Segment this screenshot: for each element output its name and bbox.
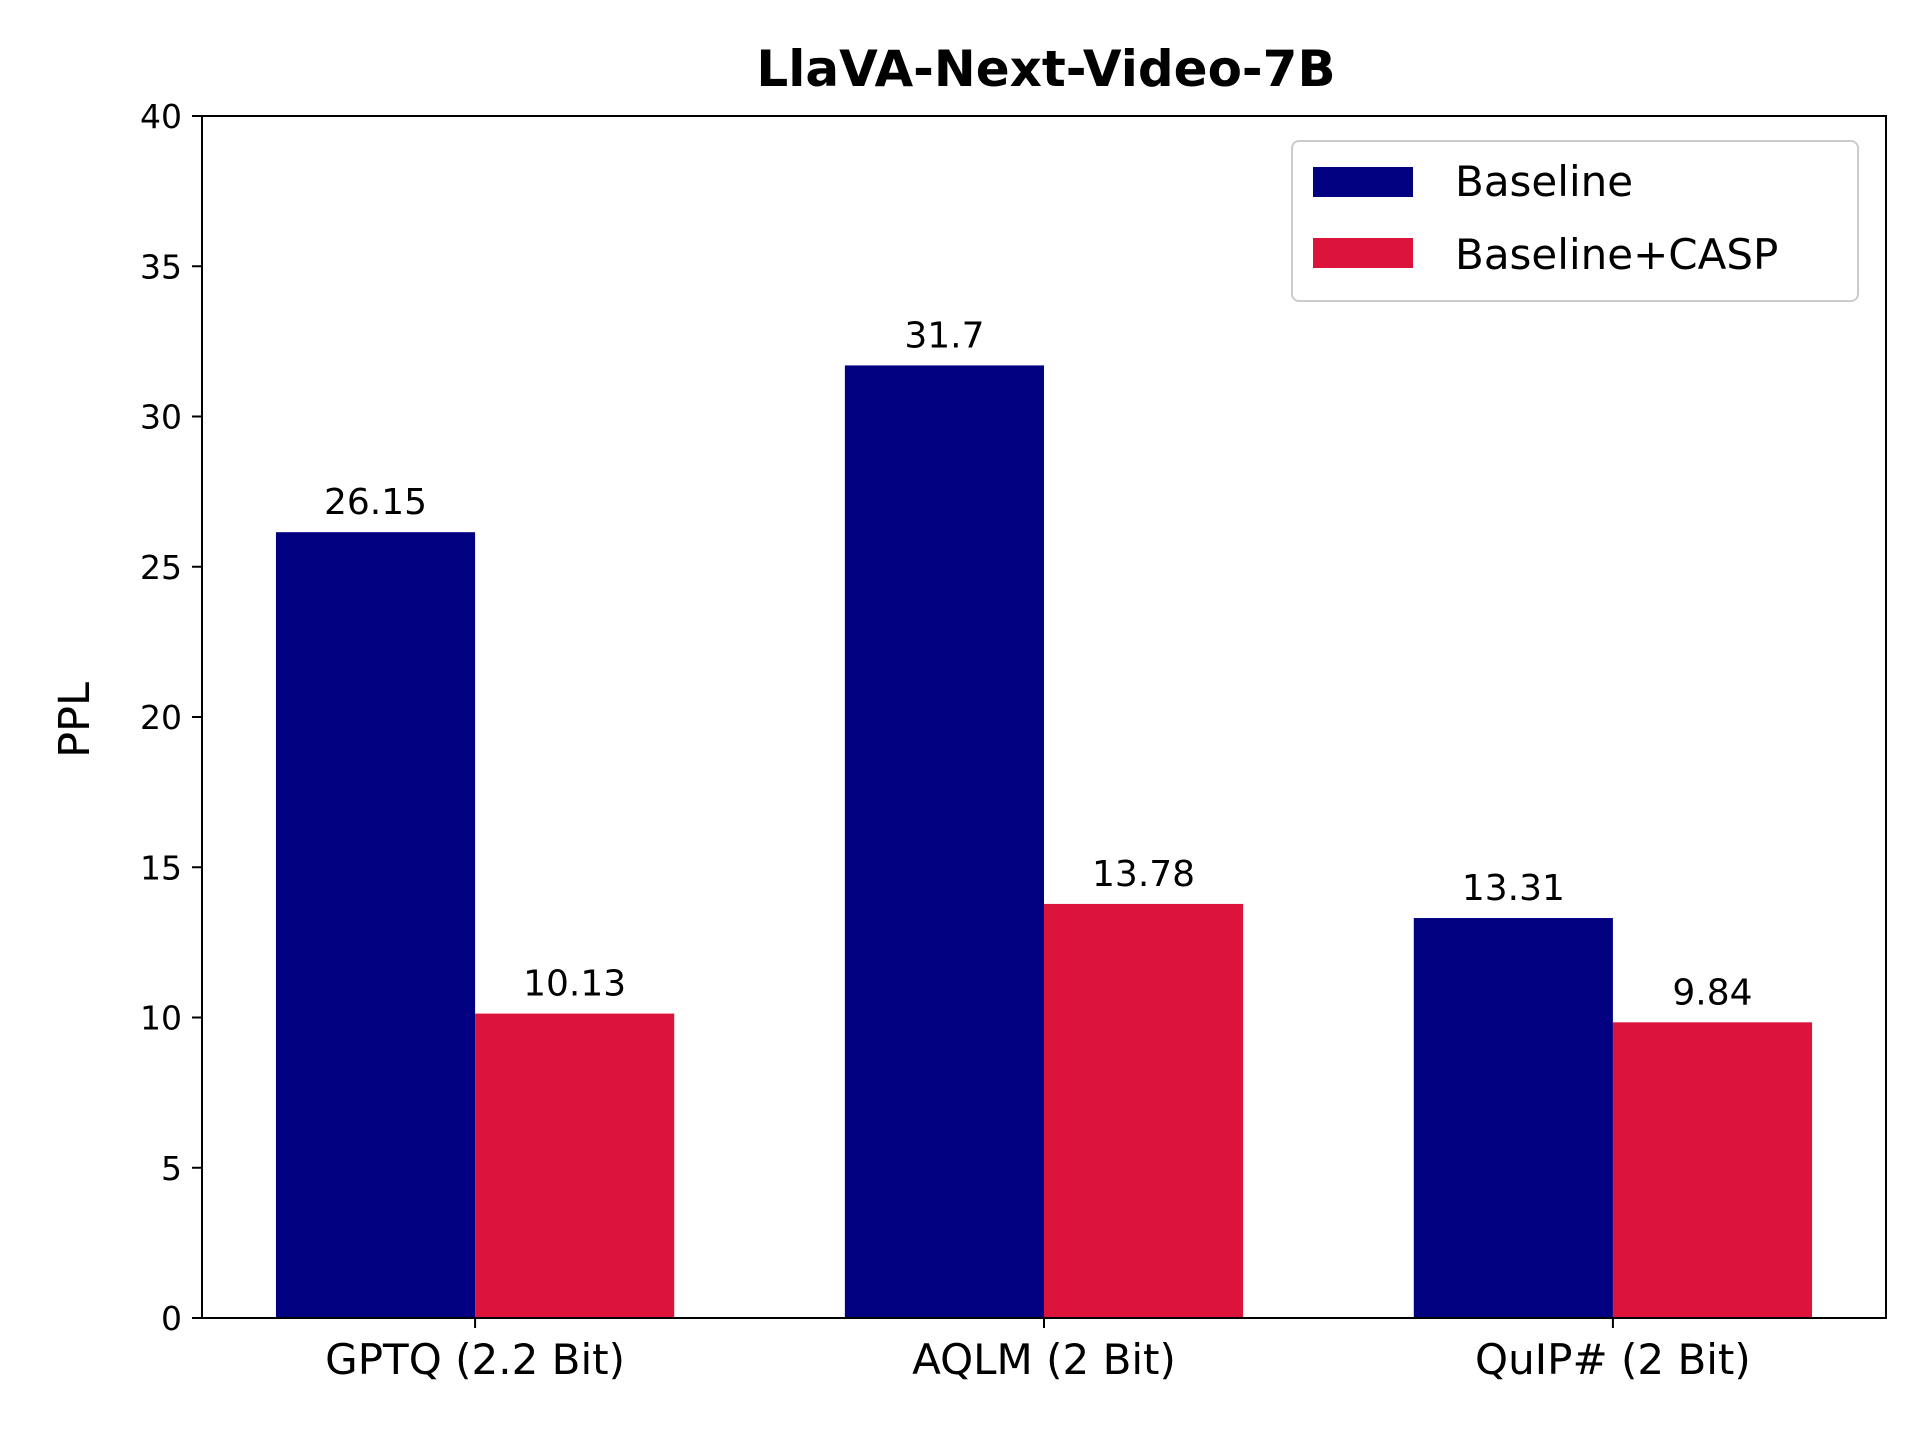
y-tick-label: 30 [140,398,182,437]
bar-value-label: 10.13 [523,964,626,1005]
legend-label-baseline: Baseline [1455,157,1633,206]
y-tick-label: 5 [161,1149,182,1188]
y-axis-ticks: 0 5 10 15 20 25 30 35 40 [140,97,202,1338]
y-tick-label: 20 [140,698,182,737]
legend-swatch-baseline [1313,167,1413,197]
bar-baseline-casp-gptq-2-2-bit [475,1013,675,1318]
bar-baseline-quip-2-bit [1413,918,1613,1318]
x-axis-ticks: GPTQ (2.2 Bit) AQLM (2 Bit) QuIP# (2 Bit) [325,1318,1751,1384]
bar-value-label: 9.84 [1672,972,1752,1013]
bar-labels-layer: 26.15 31.7 13.31 10.13 13.78 9.84 [324,315,1753,1013]
x-tick-label: QuIP# (2 Bit) [1475,1335,1751,1384]
y-tick-label: 15 [140,848,182,887]
bar-value-label: 26.15 [324,482,427,523]
legend-label-baseline-casp: Baseline+CASP [1455,230,1778,279]
bar-value-label: 13.78 [1092,854,1195,895]
bar-baseline-casp-quip-2-bit [1612,1022,1813,1318]
y-tick-label: 0 [161,1299,182,1338]
legend-swatch-baseline-casp [1313,238,1413,268]
bars-layer [275,365,1813,1318]
legend-box [1291,140,1859,302]
y-tick-label: 25 [140,548,182,587]
bar-baseline-gptq-2-2-bit [275,532,476,1318]
y-tick-label: 35 [140,247,182,286]
bar-value-label: 13.31 [1462,868,1565,909]
legend: Baseline Baseline+CASP [1291,140,1859,302]
bar-baseline-aqlm-2-bit [844,365,1044,1318]
bar-baseline-casp-aqlm-2-bit [1044,903,1244,1318]
plot-frame [201,115,1887,1319]
x-tick-label: GPTQ (2.2 Bit) [325,1335,625,1384]
chart-title: LlaVA-Next-Video-7B [756,40,1335,98]
y-axis-label: PPL [50,682,100,758]
x-tick-label: AQLM (2 Bit) [912,1335,1176,1384]
y-tick-label: 10 [140,999,182,1038]
y-tick-label: 40 [140,97,182,136]
bar-value-label: 31.7 [904,315,984,356]
